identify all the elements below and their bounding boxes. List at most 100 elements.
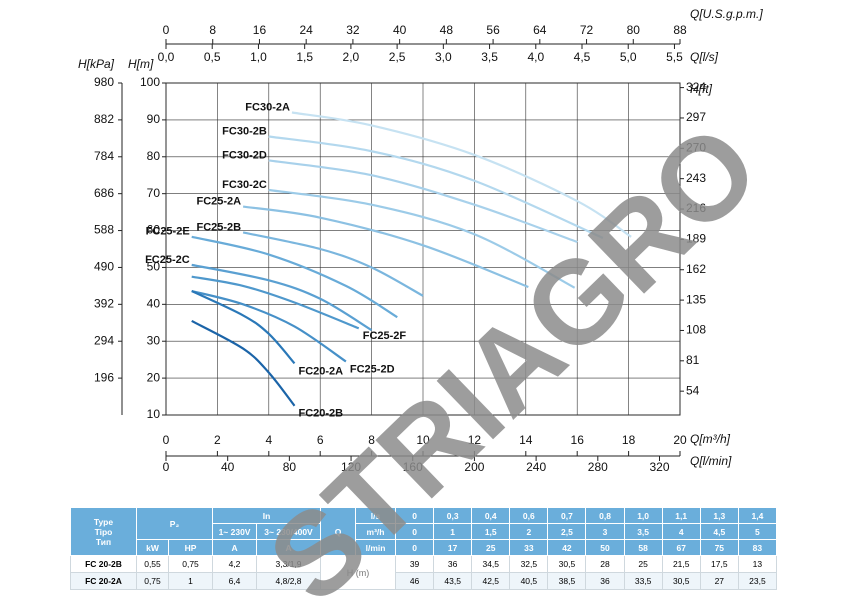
cell: Type xyxy=(93,516,114,527)
x-tick-label: 12 xyxy=(468,433,482,447)
cell: 4,5 xyxy=(699,523,739,540)
tick-label: 56 xyxy=(486,23,500,37)
x-tick-label: 16 xyxy=(571,433,585,447)
y-tick-label: 50 xyxy=(147,260,161,274)
cell: 27 xyxy=(699,572,739,590)
x-tick-label: 14 xyxy=(519,433,533,447)
cell: 25 xyxy=(623,555,663,573)
cell: 50 xyxy=(585,539,625,556)
curve-label: FC25-2B xyxy=(196,221,241,233)
x-tick-label: 8 xyxy=(368,433,375,447)
pump-curve xyxy=(242,231,424,297)
cell: A xyxy=(212,539,258,556)
curve-label: FC20-2B xyxy=(299,408,344,420)
tick-label: 784 xyxy=(94,149,114,163)
curve-label: FC30-2D xyxy=(222,149,267,161)
tick-label: 120 xyxy=(341,460,361,474)
pump-curve xyxy=(191,235,398,319)
cell: 36 xyxy=(585,572,625,590)
tick-label: 2,0 xyxy=(343,50,360,64)
cell: 2 xyxy=(509,523,549,540)
cell: 25 xyxy=(471,539,511,556)
axis-label: Q[l/min] xyxy=(690,454,732,468)
curve-label: FC30-2C xyxy=(222,179,267,191)
cell: l/s xyxy=(355,507,397,524)
cell: 0 xyxy=(395,523,435,540)
cell: 3 xyxy=(585,523,625,540)
y-tick-label: 100 xyxy=(140,75,160,89)
tick-label: 88 xyxy=(673,23,687,37)
axis-label: H[ft] xyxy=(690,82,713,96)
y-tick-label: 70 xyxy=(147,186,161,200)
cell: P₂ xyxy=(135,507,214,540)
cell: 43,5 xyxy=(433,572,473,590)
cell: 0,8 xyxy=(585,507,625,524)
tick-label: 32 xyxy=(346,23,360,37)
cell: 5 xyxy=(737,523,777,540)
type-header: Type Tipo Тип xyxy=(70,507,137,556)
tick-label: 5,0 xyxy=(620,50,637,64)
cell: 4,8/2,8 xyxy=(256,572,322,590)
y-tick-label: 10 xyxy=(147,407,161,421)
cell: 21,5 xyxy=(661,555,701,573)
tick-label: 0 xyxy=(163,23,170,37)
cell: 1,4 xyxy=(737,507,777,524)
cell: 1~ 230V xyxy=(212,523,258,540)
pump-curve xyxy=(291,111,632,238)
y-tick-label: 40 xyxy=(147,297,161,311)
pump-curve xyxy=(268,135,604,239)
cell: 30,5 xyxy=(547,555,587,573)
cell: 1 xyxy=(433,523,473,540)
cell: 33,5 xyxy=(623,572,663,590)
curve-label: FC25-2F xyxy=(363,330,407,342)
cell: 23,5 xyxy=(737,572,777,590)
tick-label: 980 xyxy=(94,75,114,89)
tick-label: 160 xyxy=(403,460,423,474)
tick-label: 4,0 xyxy=(527,50,544,64)
x-tick-label: 18 xyxy=(622,433,636,447)
curve-label: FC25-2A xyxy=(196,195,241,207)
tick-label: 80 xyxy=(283,460,297,474)
y-axis-label: H[m] xyxy=(128,57,154,71)
pump-curve xyxy=(191,263,373,332)
cell: 28 xyxy=(585,555,625,573)
curve-label: FC30-2B xyxy=(222,125,267,137)
pump-curve xyxy=(191,319,296,407)
cell: kW xyxy=(136,539,169,556)
tick-label: 3,5 xyxy=(481,50,498,64)
pump-curve xyxy=(191,275,360,330)
y-tick-label: 90 xyxy=(147,112,161,126)
x-tick-label: 0 xyxy=(163,433,170,447)
curve-label: FC25-2C xyxy=(145,254,190,266)
x-tick-label: 10 xyxy=(416,433,430,447)
x-tick-label: 6 xyxy=(317,433,324,447)
axis-label: Q[l/s] xyxy=(690,50,719,64)
tick-label: 135 xyxy=(686,292,706,306)
cell: l/min xyxy=(355,539,397,556)
cell: 34,5 xyxy=(471,555,511,573)
tick-label: 3,0 xyxy=(435,50,452,64)
tick-label: 392 xyxy=(94,297,114,311)
cell: 3,5 xyxy=(623,523,663,540)
tick-label: 196 xyxy=(94,370,114,384)
pump-curve xyxy=(191,289,347,363)
tick-label: 280 xyxy=(588,460,608,474)
tick-label: 24 xyxy=(300,23,314,37)
tick-label: 882 xyxy=(94,112,114,126)
cell: Q xyxy=(320,507,357,556)
curve-label: FC20-2A xyxy=(299,365,344,377)
cell: 1,1 xyxy=(661,507,701,524)
x-tick-label: 20 xyxy=(673,433,687,447)
tick-label: 80 xyxy=(627,23,641,37)
x-tick-label: 2 xyxy=(214,433,221,447)
cell: 30,5 xyxy=(661,572,701,590)
cell: 58 xyxy=(623,539,663,556)
axis-label: H[kPa] xyxy=(78,57,115,71)
cell: 0,55 xyxy=(136,555,169,573)
tick-label: 320 xyxy=(649,460,669,474)
cell: 0,3 xyxy=(433,507,473,524)
pump-curve xyxy=(191,290,296,365)
cell: 13 xyxy=(737,555,777,573)
y-tick-label: 80 xyxy=(147,149,161,163)
cell: 83 xyxy=(737,539,777,556)
